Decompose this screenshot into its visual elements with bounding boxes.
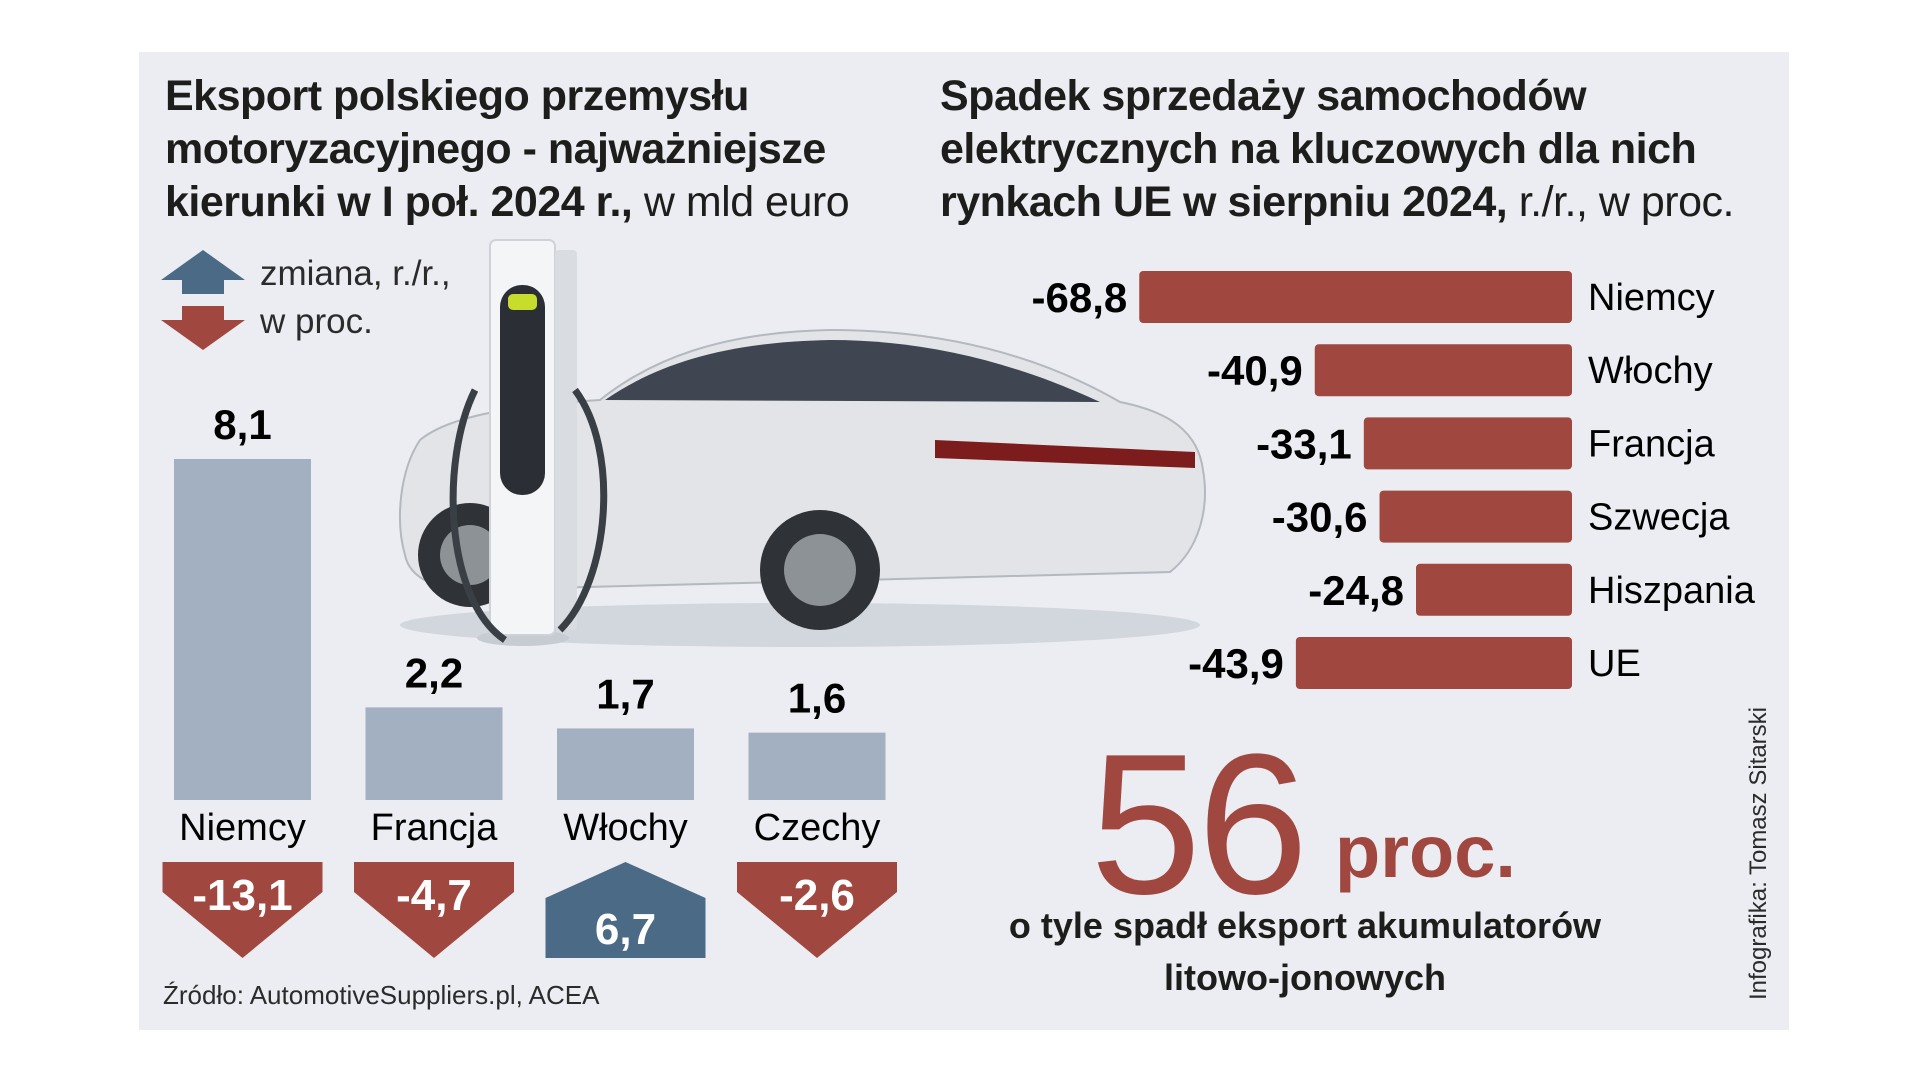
- export-chart-title: Eksport polskiego przemysłu motoryzacyjn…: [165, 72, 850, 226]
- export-bar: [748, 732, 886, 800]
- ev-sales-country-label: Francja: [1588, 423, 1716, 465]
- change-down-arrow: [354, 862, 514, 958]
- export-bar: [557, 728, 694, 800]
- ev-sales-bar-value: -30,6: [1272, 494, 1368, 541]
- change-legend-text: zmiana, r./r., w proc.: [260, 254, 451, 341]
- ev-sales-bar-value: -40,9: [1207, 347, 1303, 394]
- export-bar: [174, 458, 311, 800]
- ev-sales-bar: [1139, 271, 1572, 323]
- ev-sales-bar: [1379, 490, 1572, 543]
- export-category-label: Niemcy: [179, 807, 306, 849]
- ev-sales-bar: [1363, 417, 1572, 470]
- ev-sales-bar-value: -24,8: [1308, 567, 1404, 614]
- ev-sales-bar-value: -43,9: [1188, 640, 1284, 687]
- export-bar-value: 1,7: [596, 670, 654, 717]
- ev-sales-bar: [1295, 637, 1572, 689]
- change-value-label: -2,6: [779, 871, 855, 920]
- ev-sales-country-label: Szwecja: [1588, 497, 1730, 539]
- export-category-label: Francja: [371, 807, 499, 849]
- change-down-arrow: [737, 862, 897, 958]
- export-category-label: Czechy: [754, 807, 881, 849]
- export-bar-value: 1,6: [788, 675, 846, 722]
- credit-note: Infografika: Tomasz Sitarski: [1745, 706, 1772, 1000]
- export-category-label: Włochy: [563, 807, 688, 849]
- ev-sales-chart-title: Spadek sprzedaży samochodów elektrycznyc…: [940, 72, 1735, 226]
- ev-sales-bar-value: -68,8: [1032, 274, 1128, 321]
- export-bar-value: 8,1: [213, 401, 271, 448]
- highlight-unit: proc.: [1335, 810, 1516, 893]
- change-value-label: -4,7: [396, 871, 472, 920]
- ev-sales-country-label: Włochy: [1588, 350, 1713, 392]
- change-value-label: 6,7: [595, 905, 656, 954]
- export-bar: [365, 707, 503, 800]
- ev-sales-country-label: Hiszpania: [1588, 570, 1756, 612]
- ev-sales-country-label: UE: [1588, 643, 1641, 685]
- up-down-arrows-icon: [161, 250, 245, 350]
- change-legend: zmiana, r./r., w proc.: [160, 250, 460, 360]
- export-bar-value: 2,2: [405, 649, 463, 696]
- ev-sales-bar-value: -33,1: [1256, 420, 1352, 467]
- ev-sales-country-label: Niemcy: [1588, 277, 1715, 319]
- ev-sales-chart-unit: r./r., w proc.: [1518, 178, 1735, 226]
- source-note: Źródło: AutomotiveSuppliers.pl, ACEA: [163, 980, 600, 1010]
- highlight-caption: o tyle spadł eksport akumulatorów litowo…: [1008, 905, 1602, 998]
- ev-sales-bar: [1416, 563, 1572, 616]
- change-down-arrow: [162, 862, 323, 958]
- export-chart-unit: w mld euro: [643, 178, 850, 226]
- change-up-arrow: [545, 862, 706, 958]
- ev-sales-bar: [1314, 344, 1572, 397]
- highlight-number: 56: [1090, 713, 1308, 936]
- change-value-label: -13,1: [192, 871, 292, 920]
- charging-station-illustration: [449, 239, 608, 646]
